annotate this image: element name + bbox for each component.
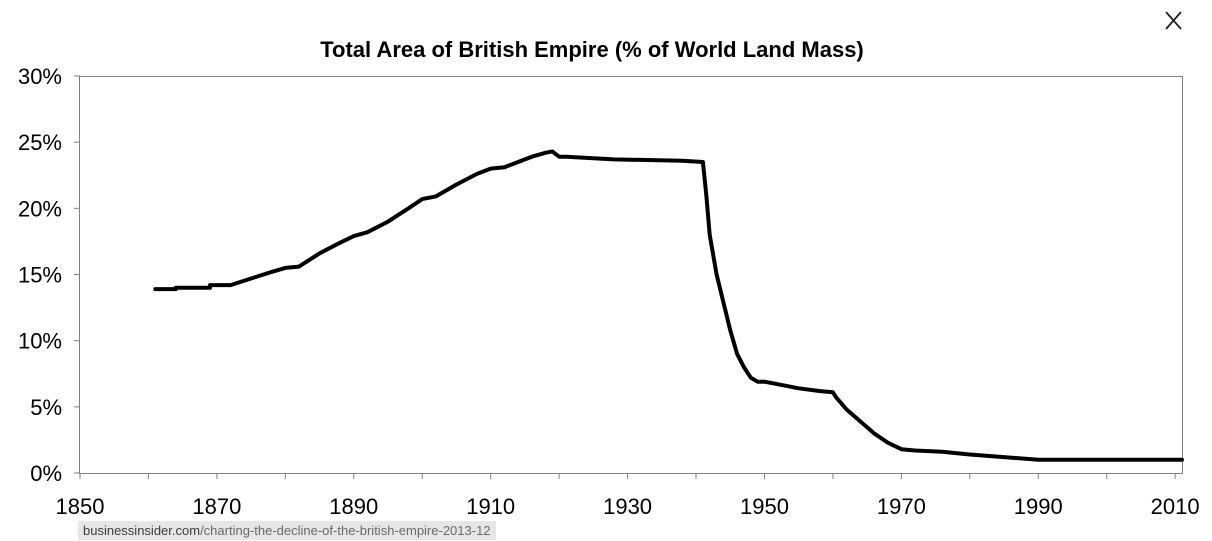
x-tick-label: 1910 [466,494,515,519]
x-tick-label: 1990 [1014,494,1063,519]
plot-area [79,76,1183,474]
y-tick-label: 15% [18,263,62,288]
y-tick-label: 5% [30,395,62,420]
source-path: /charting-the-decline-of-the-british-emp… [200,523,491,538]
series-line [153,149,1184,462]
y-tick-label: 10% [18,329,62,354]
x-tick-label: 1890 [329,494,378,519]
x-tick-label: 1950 [740,494,789,519]
y-axis: 0% 5% 10% 15% 20% 25% 30% [18,64,80,486]
x-tick-label: 2010 [1151,494,1200,519]
x-tick-label: 1970 [877,494,926,519]
y-tick-label: 30% [18,64,62,89]
source-caption[interactable]: businessinsider.com/charting-the-decline… [78,521,496,540]
source-host: businessinsider.com [83,523,201,538]
x-axis: 1850 1870 1890 1910 1930 1950 1970 1990 2010 [56,473,1200,519]
y-tick-label: 0% [30,461,62,486]
close-icon [1165,11,1182,30]
y-tick-label: 25% [18,130,62,155]
close-button[interactable] [1158,6,1188,36]
line-chart: Total Area of British Empire (% of World… [18,37,1200,519]
x-tick-label: 1850 [56,494,105,519]
series-group [153,149,1184,462]
chart-title: Total Area of British Empire (% of World… [320,37,864,62]
x-tick-label: 1930 [603,494,652,519]
y-tick-label: 20% [18,196,62,221]
x-tick-label: 1870 [192,494,241,519]
